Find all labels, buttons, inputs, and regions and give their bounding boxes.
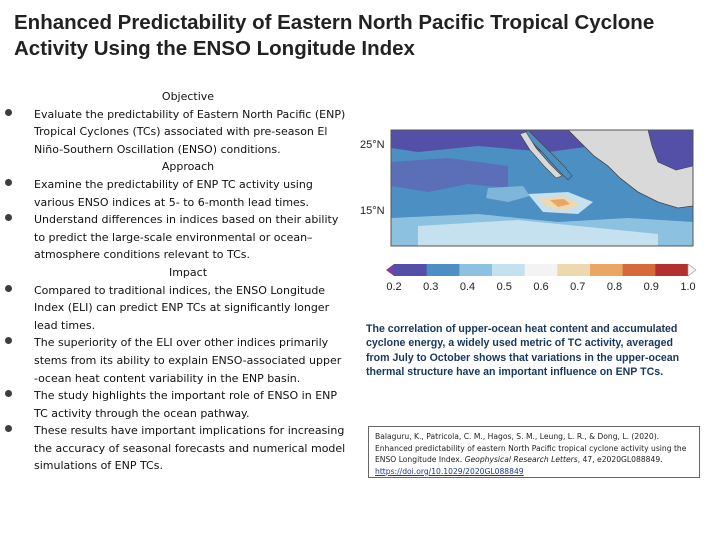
approach-bullet-text: Understand differences in indices based … <box>34 213 339 262</box>
colorbar-tick-label: 0.5 <box>497 281 512 293</box>
gulf-of-mexico <box>647 130 693 171</box>
colorbar-segment <box>622 264 656 276</box>
impact-bullet-text: Compared to traditional indices, the ENS… <box>34 283 330 332</box>
list-item: Evaluate the predictability of Eastern N… <box>5 106 348 159</box>
reference-authors: Balaguru, K., Patricola, C. M., Hagos, S… <box>375 432 687 465</box>
approach-heading: Approach <box>161 160 215 174</box>
colorbar-tick-label: 0.2 <box>386 281 401 293</box>
bullet-icon <box>5 337 12 345</box>
colorbar <box>386 263 697 277</box>
correlation-map: 25°N 15°N 130°W 110°W 90°W 0.2 0.3 0.4 0.5 0… <box>360 129 697 293</box>
lon-label: 110°W <box>530 247 563 259</box>
list-item: These results have important implication… <box>5 422 348 475</box>
bullet-icon <box>5 178 12 186</box>
enp-max-region <box>550 199 570 207</box>
colorbar-tick-label: 0.9 <box>644 281 659 293</box>
reference-doi-link[interactable]: https://doi.org/10.1029/2020GL088849 <box>375 466 524 476</box>
colorbar-segment <box>426 264 460 276</box>
lon-label: 130°W <box>422 247 456 259</box>
colorbar-ticks: 0.2 0.3 0.4 0.5 0.6 0.7 0.8 0.9 1.0 <box>386 281 695 293</box>
reference-box: Balaguru, K., Patricola, C. M., Hagos, S… <box>368 426 700 478</box>
list-item: Compared to traditional indices, the ENS… <box>5 282 348 335</box>
impact-bullet-text: The superiority of the ELI over other in… <box>34 336 342 385</box>
map-field <box>391 130 693 246</box>
slide-title: Enhanced Predictability of Eastern North… <box>14 11 655 60</box>
colorbar-segment <box>655 264 689 276</box>
lat-label: 15°N <box>360 205 385 217</box>
colorbar-min-arrow <box>386 264 394 276</box>
objective-bullet-text: Evaluate the predictability of Eastern N… <box>34 107 346 156</box>
summary-panel: Objective Evaluate the predictability of… <box>5 88 348 476</box>
mexico-landmass <box>516 130 693 209</box>
colorbar-segment <box>394 264 428 276</box>
colorbar-segment <box>459 264 493 276</box>
colorbar-max-arrow <box>687 263 697 277</box>
colorbar-segment <box>590 264 624 276</box>
lat-label: 25°N <box>360 139 385 151</box>
bullet-icon <box>5 425 12 433</box>
baja-peninsula <box>519 131 563 179</box>
impact-heading: Impact <box>168 265 208 279</box>
bullet-icon <box>5 284 12 292</box>
objective-list: Evaluate the predictability of Eastern N… <box>5 106 348 159</box>
equatorial-core <box>418 220 658 246</box>
impact-bullet-text: The study highlights the important role … <box>34 389 338 420</box>
lon-label: 90°W <box>638 247 666 259</box>
colorbar-tick-label: 1.0 <box>680 281 695 293</box>
colorbar-segment <box>524 264 558 276</box>
subtropical-region <box>391 158 508 192</box>
reference-volume: , 47, e2020GL088849. <box>577 455 663 465</box>
reference-journal: Geophysical Research Letters <box>464 455 578 465</box>
list-item: Examine the predictability of ENP TC act… <box>5 176 348 211</box>
colorbar-tick-label: 0.6 <box>533 281 548 293</box>
colorbar-tick-label: 0.3 <box>423 281 438 293</box>
objective-heading: Objective <box>161 90 215 103</box>
bullet-icon <box>5 390 12 398</box>
colorbar-tick-label: 0.8 <box>607 281 622 293</box>
colorbar-tick-label: 0.4 <box>460 281 475 293</box>
colorbar-tick-label: 0.7 <box>570 281 585 293</box>
colorbar-segment <box>557 264 591 276</box>
impact-list: Compared to traditional indices, the ENS… <box>5 282 348 476</box>
approach-bullet-text: Examine the predictability of ENP TC act… <box>34 177 313 209</box>
list-item: Understand differences in indices based … <box>5 211 348 264</box>
correlation-map-figure: 25°N 15°N 130°W 110°W 90°W 0.2 0.3 0.4 0.5 0… <box>358 122 700 300</box>
list-item: The superiority of the ELI over other in… <box>5 334 348 387</box>
approach-list: Examine the predictability of ENP TC act… <box>5 176 348 264</box>
west-patch-region <box>486 186 530 202</box>
impact-bullet-text: These results have important implication… <box>34 424 346 473</box>
colorbar-segment <box>492 264 526 276</box>
bullet-icon <box>5 214 12 222</box>
bullet-icon <box>5 108 12 116</box>
figure-caption: The correlation of upper-ocean heat cont… <box>366 323 680 378</box>
list-item: The study highlights the important role … <box>5 387 348 422</box>
map-frame <box>390 129 694 247</box>
